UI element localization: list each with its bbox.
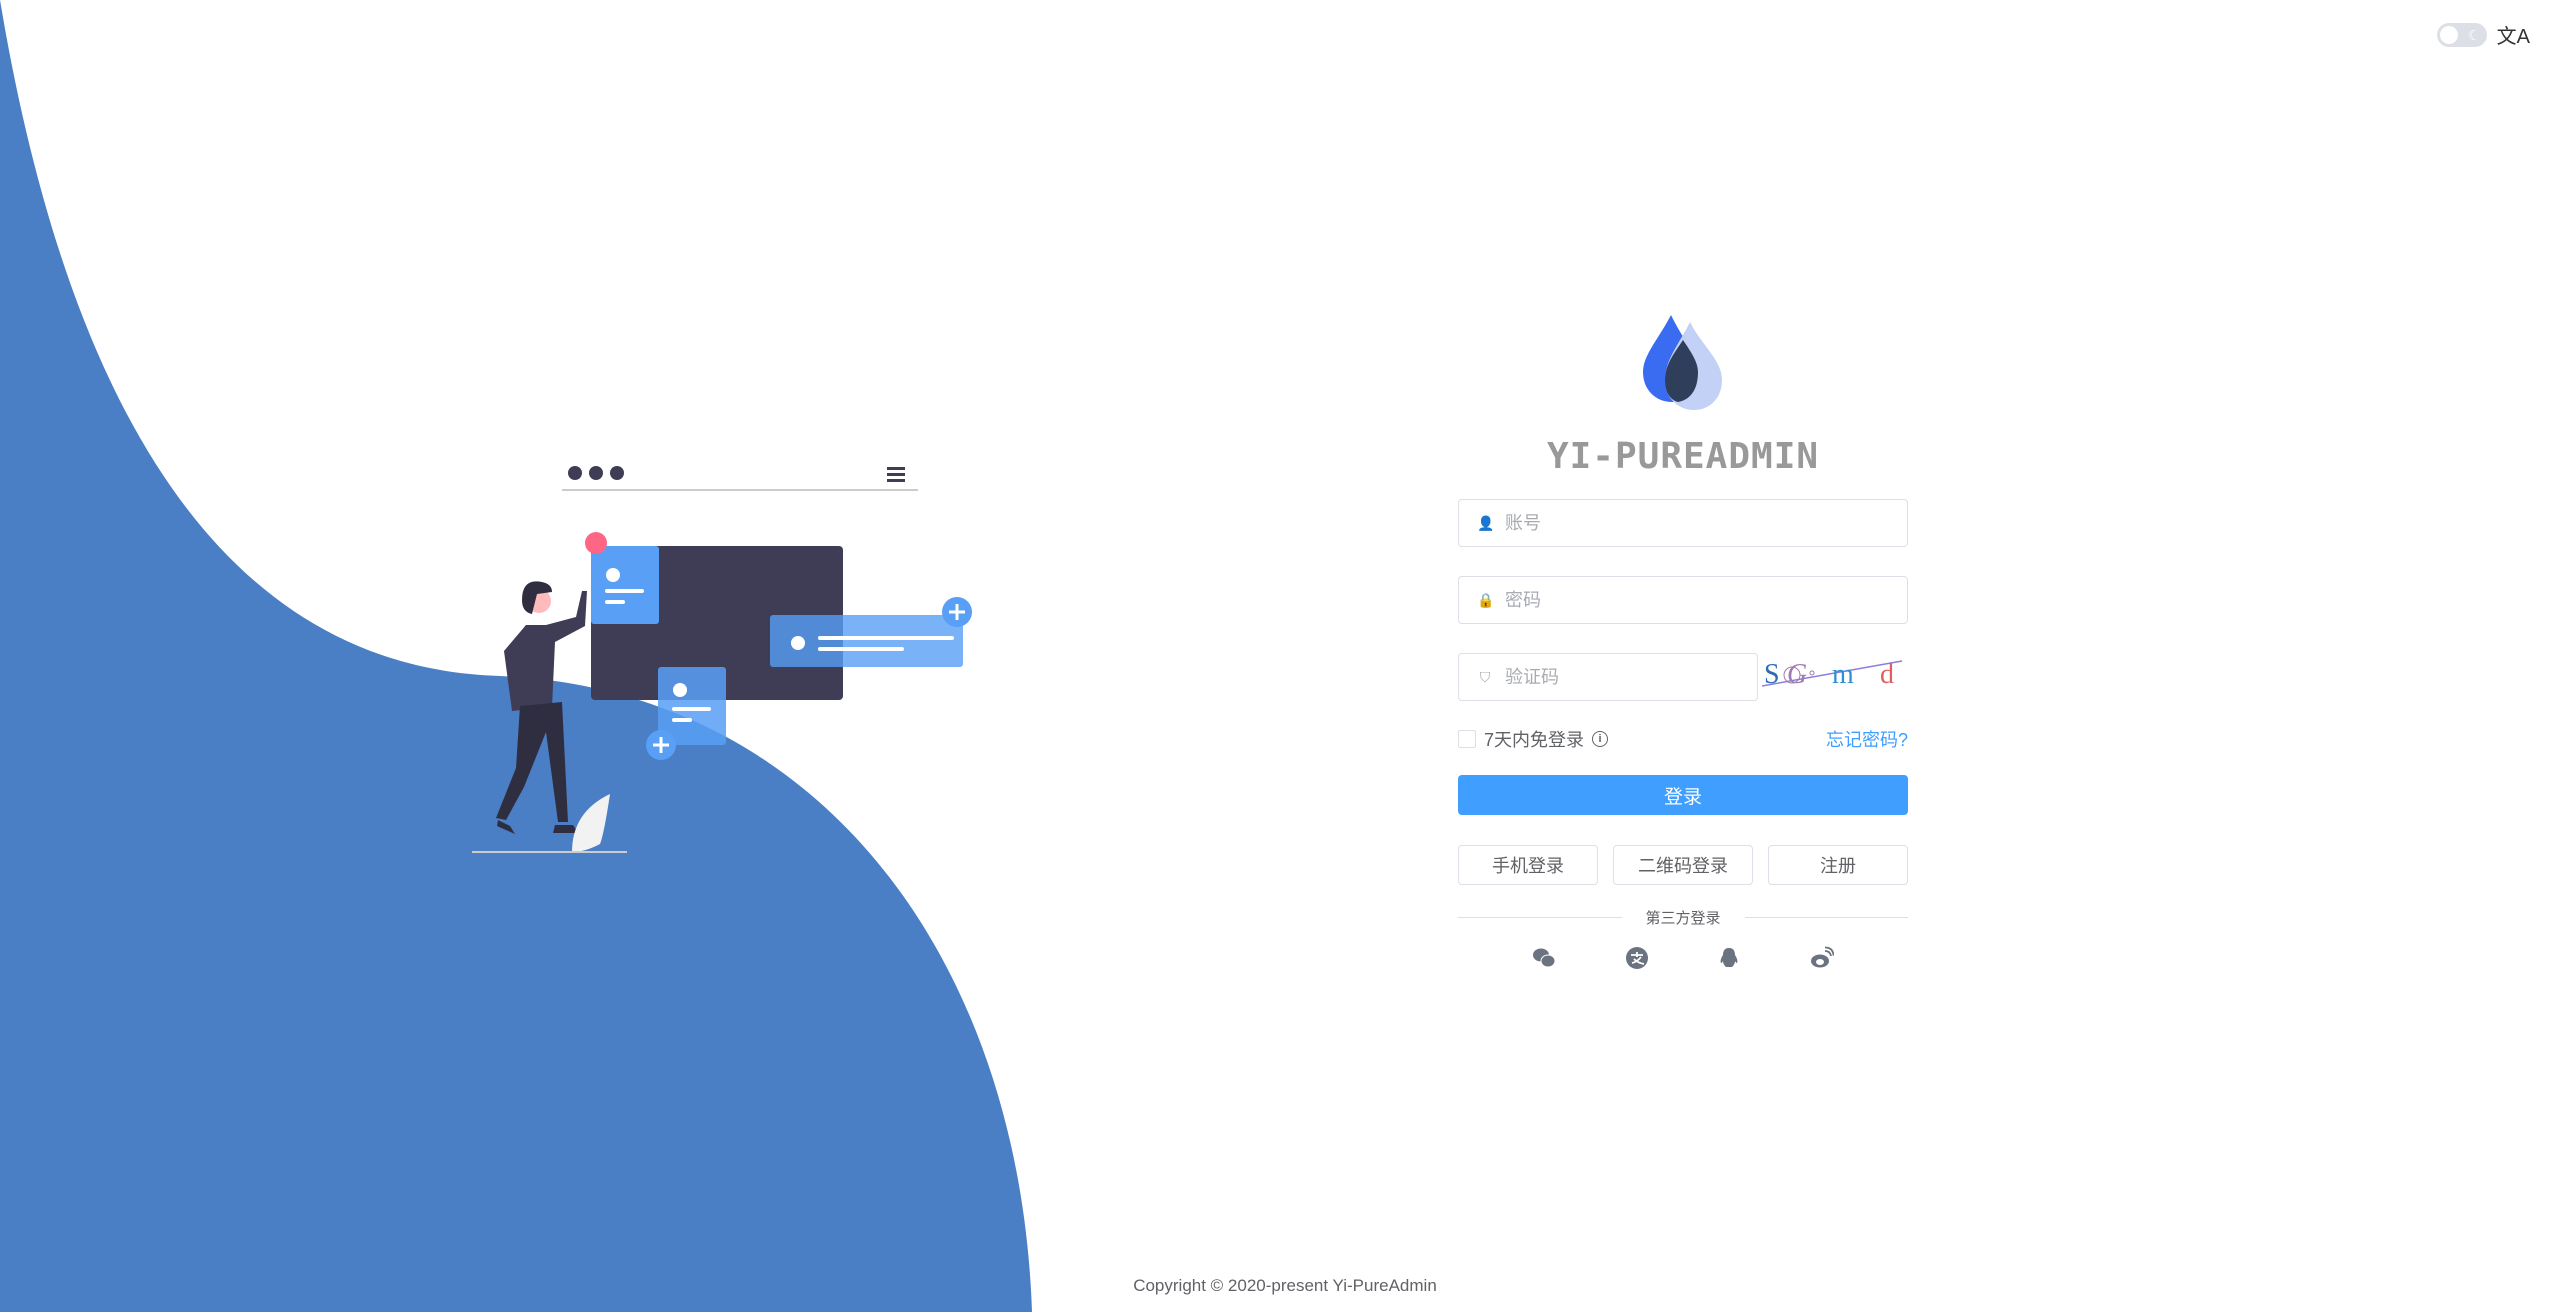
lock-icon: 🔒: [1477, 591, 1495, 608]
login-form: YI-PUREADMIN 👤 🔒 ⛉ S G m d 7天内免登录 i 忘记密码…: [1458, 310, 1909, 970]
social-login: [1458, 946, 1908, 970]
captcha-char: G: [1787, 659, 1808, 690]
shield-icon: ⛉: [1479, 668, 1491, 685]
dark-mode-toggle[interactable]: ☾: [2436, 22, 2487, 47]
qq-icon[interactable]: [1717, 946, 1741, 970]
app-title: YI-PUREADMIN: [1546, 436, 1820, 477]
weibo-icon[interactable]: [1810, 946, 1834, 970]
checkbox-box[interactable]: [1458, 730, 1476, 748]
wechat-icon[interactable]: [1532, 946, 1556, 970]
password-field[interactable]: 🔒: [1458, 576, 1908, 624]
third-party-divider: 第三方登录: [1458, 907, 1909, 928]
alipay-icon[interactable]: [1625, 946, 1649, 970]
username-input[interactable]: [1503, 511, 1907, 535]
translate-icon[interactable]: 文A: [2496, 26, 2530, 48]
username-field[interactable]: 👤: [1458, 499, 1908, 547]
logo-icon: [1643, 315, 1722, 410]
captcha-char: m: [1832, 659, 1854, 690]
remember-checkbox[interactable]: 7天内免登录 i: [1458, 726, 1609, 752]
third-party-label: 第三方登录: [1645, 910, 1721, 927]
captcha-char: S: [1764, 659, 1780, 690]
captcha-input[interactable]: [1503, 665, 1757, 689]
register-button[interactable]: 注册: [1768, 845, 1908, 885]
captcha-field[interactable]: ⛉: [1458, 653, 1758, 701]
top-toolbar: ☾ 文A: [2436, 20, 2554, 49]
user-icon: 👤: [1477, 514, 1495, 531]
remember-label: 7天内免登录: [1484, 730, 1585, 750]
phone-login-button[interactable]: 手机登录: [1458, 845, 1598, 885]
forgot-password-link[interactable]: 忘记密码?: [1825, 730, 1908, 750]
qr-login-button[interactable]: 二维码登录: [1613, 845, 1753, 885]
toggle-knob: [2439, 25, 2458, 44]
captcha-char: d: [1880, 659, 1894, 690]
info-icon[interactable]: i: [1592, 731, 1609, 747]
password-input[interactable]: [1503, 588, 1907, 612]
login-button[interactable]: 登录: [1458, 775, 1908, 815]
copyright-footer: Copyright © 2020-present Yi-PureAdmin: [1133, 1276, 1437, 1295]
login-illustration: [472, 466, 972, 853]
captcha-image[interactable]: S G m d: [1762, 653, 1904, 701]
moon-icon: ☾: [2468, 26, 2481, 43]
